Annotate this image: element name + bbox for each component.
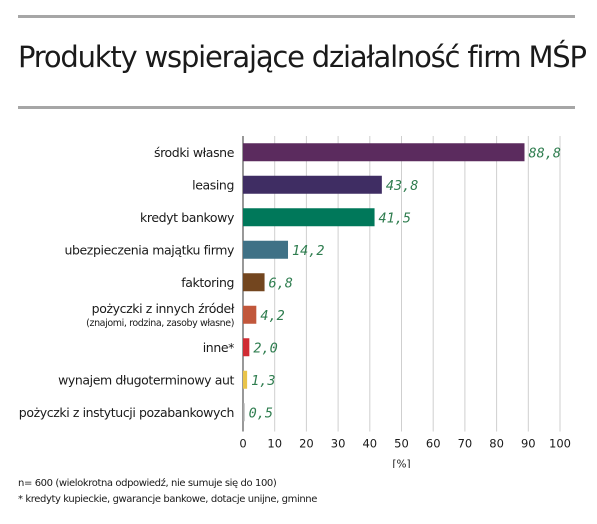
bar bbox=[243, 273, 265, 292]
title-rule bbox=[18, 106, 575, 109]
bars bbox=[243, 143, 525, 422]
value-label: 43,8 bbox=[386, 178, 419, 194]
value-label: 41,5 bbox=[379, 210, 412, 226]
bar bbox=[243, 370, 248, 389]
bar bbox=[243, 240, 289, 259]
category-label: leasing bbox=[192, 177, 234, 192]
x-tick-label: 10 bbox=[267, 437, 282, 451]
value-labels: 88,8 43,8 41,5 14,2 6,8 4,2 2,0 1,3 0,5 bbox=[249, 145, 561, 421]
x-tick-label: 70 bbox=[458, 437, 473, 451]
bar bbox=[243, 208, 375, 227]
bar bbox=[243, 305, 257, 324]
category-label: pożyczki z instytucji pozabankowych bbox=[19, 405, 234, 420]
x-tick-label: 30 bbox=[331, 437, 346, 451]
sample-footnote: n= 600 (wielokrotna odpowiedź, nie sumuj… bbox=[18, 478, 277, 489]
category-label: faktoring bbox=[181, 275, 234, 290]
x-tick-labels: 0 10 20 30 40 50 60 70 80 90 100 bbox=[239, 437, 571, 451]
category-labels: środki własne leasing kredyt bankowy ubezpi… bbox=[19, 145, 236, 420]
x-tick-label: 0 bbox=[239, 437, 246, 451]
category-label: środki własne bbox=[154, 145, 235, 160]
top-rule bbox=[18, 15, 575, 18]
value-label: 6,8 bbox=[269, 275, 293, 291]
asterisk-footnote: * kredyty kupieckie, gwarancje bankowe, … bbox=[18, 494, 317, 505]
value-label: 14,2 bbox=[292, 243, 325, 259]
bar bbox=[243, 338, 250, 357]
value-label: 2,0 bbox=[253, 340, 277, 356]
bar bbox=[243, 175, 382, 194]
x-tick-label: 60 bbox=[426, 437, 441, 451]
bar-chart: środki własne leasing kredyt bankowy ubezpi… bbox=[19, 136, 571, 469]
x-tick-label: 90 bbox=[521, 437, 536, 451]
bar bbox=[243, 403, 245, 422]
x-tick-label: 40 bbox=[362, 437, 377, 451]
category-label: pożyczki z innych źródeł bbox=[92, 301, 235, 316]
chart-title: Produkty wspierające działalność firm MŚ… bbox=[18, 40, 587, 74]
x-tick-label: 20 bbox=[299, 437, 314, 451]
bar bbox=[243, 143, 525, 162]
value-label: 0,5 bbox=[249, 405, 273, 421]
category-label: ubezpieczenia majątku firmy bbox=[64, 242, 235, 257]
x-tick-label: 80 bbox=[489, 437, 504, 451]
x-tick-label: 50 bbox=[394, 437, 409, 451]
category-label: inne* bbox=[203, 340, 234, 355]
value-label: 4,2 bbox=[260, 308, 284, 324]
x-axis-label: [%] bbox=[392, 459, 410, 469]
category-label: wynajem długoterminowy aut bbox=[58, 372, 234, 387]
category-note: (znajomi, rodzina, zasoby własne) bbox=[86, 318, 234, 329]
category-label: kredyt bankowy bbox=[140, 210, 235, 225]
x-tick-label: 100 bbox=[549, 437, 571, 451]
value-label: 88,8 bbox=[528, 145, 561, 161]
value-label: 1,3 bbox=[251, 373, 275, 389]
